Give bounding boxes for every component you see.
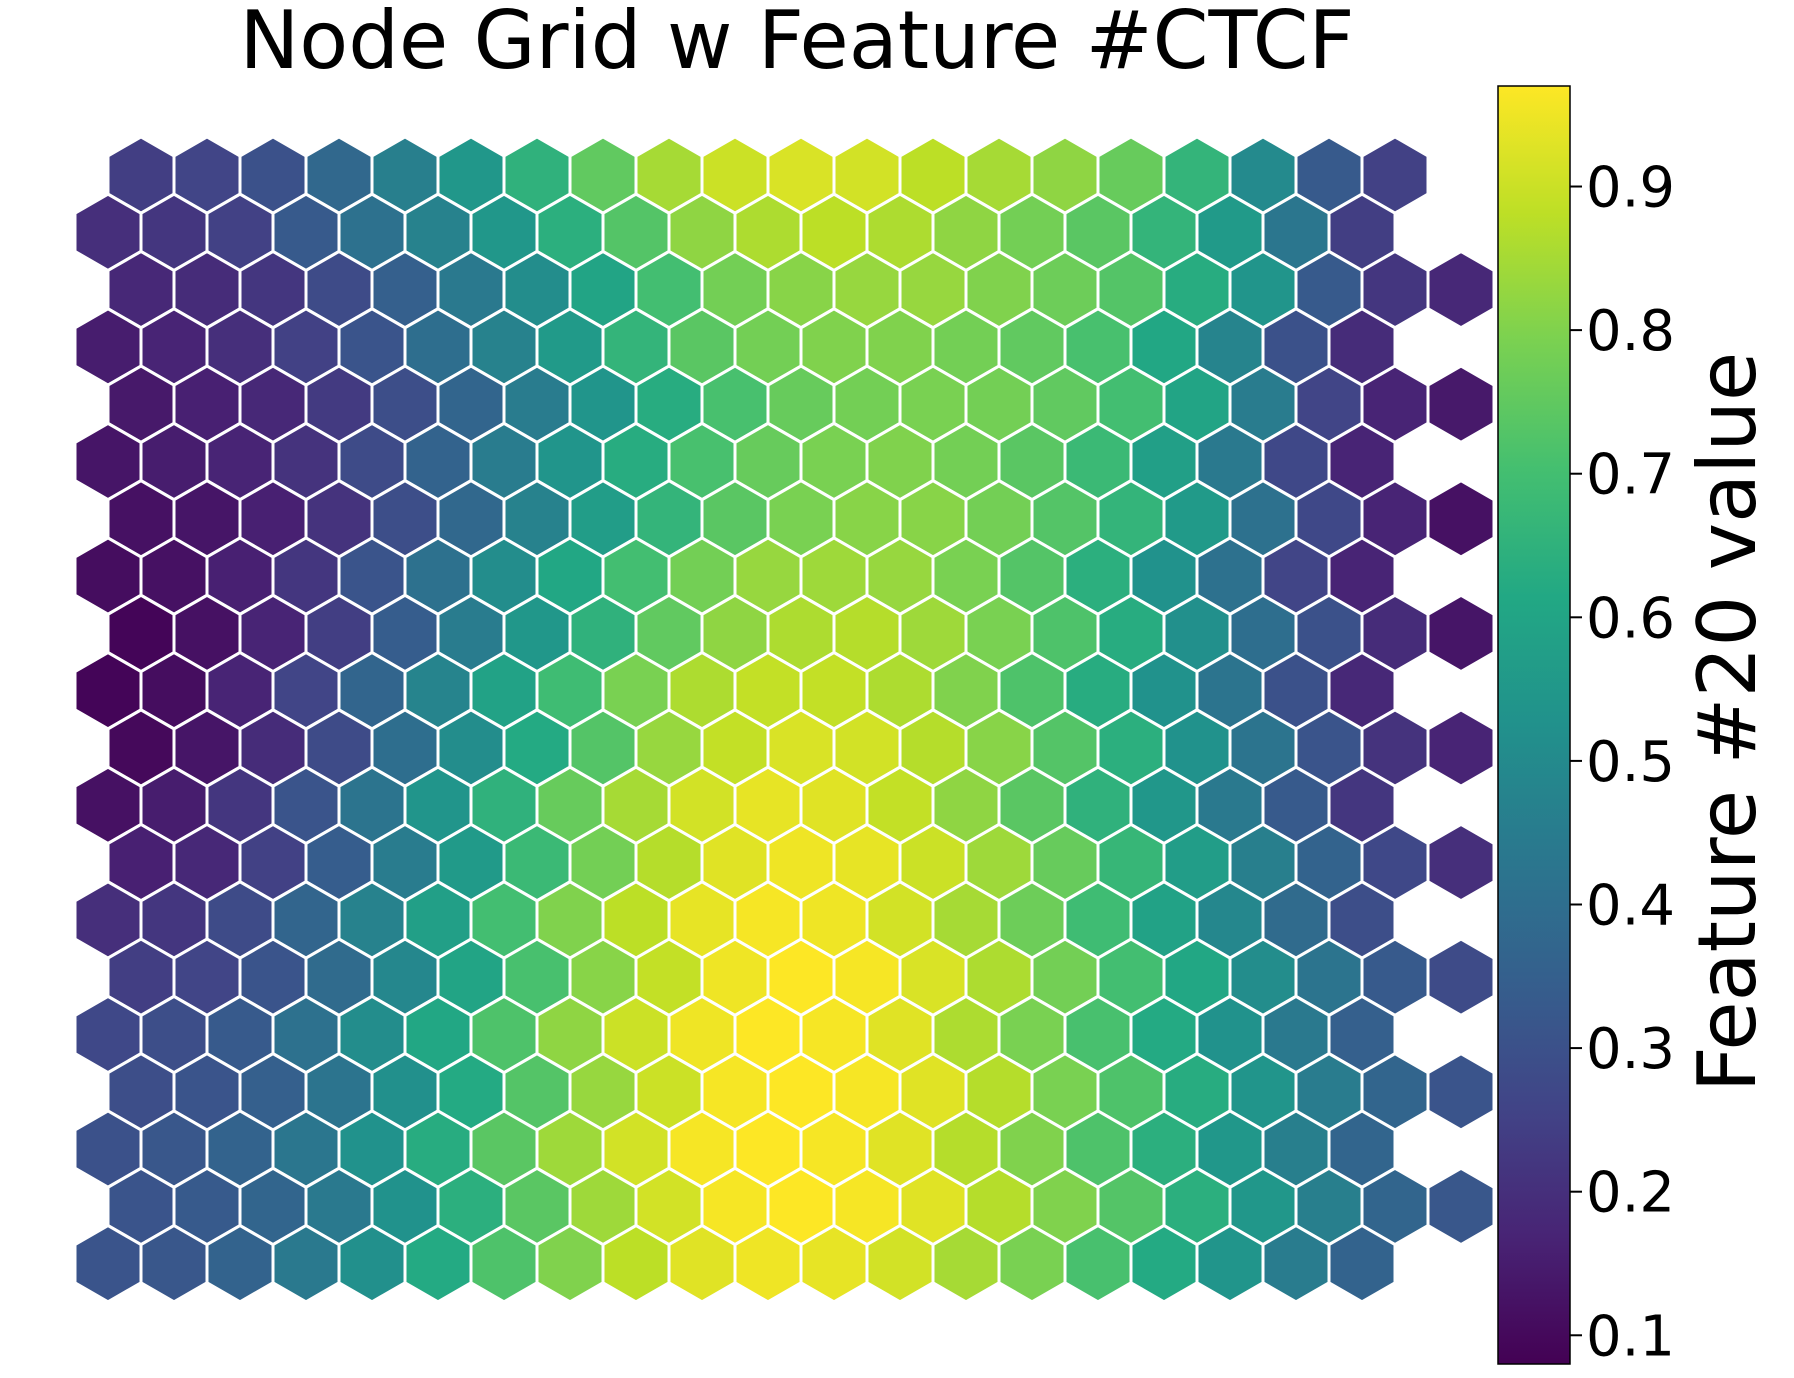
colorbar-tick-label: 0.2 [1586, 1161, 1675, 1226]
chart-title: Node Grid w Feature #CTCF [239, 0, 1354, 87]
hex-node [1426, 593, 1496, 674]
hex-node [1426, 822, 1496, 903]
hex-node [1426, 708, 1496, 788]
colorbar-tick-label: 0.3 [1586, 1017, 1675, 1082]
hex-node [1426, 1051, 1496, 1132]
colorbar-tick-label: 0.9 [1586, 156, 1675, 221]
hex-node [1426, 937, 1496, 1018]
colorbar-label: Feature #20 value [1681, 352, 1774, 1093]
hex-node [1327, 1223, 1397, 1304]
colorbar: 0.1 0.2 0.3 0.4 0.5 0.6 0.7 0.8 0.9 [1497, 85, 1675, 1369]
hex-node [1426, 478, 1496, 559]
colorbar-tick-label: 0.5 [1586, 730, 1675, 795]
hex-node [1426, 249, 1496, 330]
colorbar-ticks: 0.1 0.2 0.3 0.4 0.5 0.6 0.7 0.8 0.9 [1570, 156, 1675, 1369]
colorbar-tick-label: 0.7 [1586, 443, 1675, 508]
colorbar-tick-label: 0.8 [1586, 299, 1675, 364]
colorbar-tick-label: 0.4 [1586, 873, 1675, 938]
hex-node [1426, 1166, 1496, 1247]
colorbar-gradient [1497, 85, 1571, 1365]
colorbar-tick-label: 0.6 [1586, 586, 1675, 651]
colorbar-tick-label: 0.1 [1586, 1304, 1675, 1369]
hex-grid [73, 135, 1496, 1304]
hex-node [1426, 364, 1496, 445]
